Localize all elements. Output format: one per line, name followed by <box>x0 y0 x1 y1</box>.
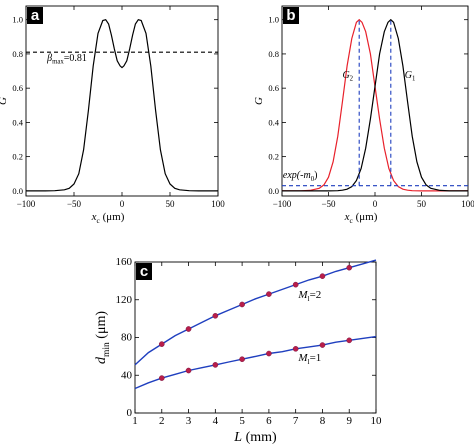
y-axis-label-group: dmin (μm) <box>94 311 112 364</box>
series-line-2 <box>134 335 377 390</box>
data-point <box>185 367 192 374</box>
y-tick-label: 40 <box>121 369 133 381</box>
y-tick-label: 80 <box>121 332 133 344</box>
annotation: exp(-m0) <box>283 170 318 183</box>
x-tick-label: 0 <box>120 199 125 209</box>
x-tick-label: 1 <box>132 415 138 427</box>
data-point <box>292 346 299 352</box>
series-line-1 <box>134 259 377 366</box>
annotation: Ml=2 <box>297 289 321 303</box>
annotation: Ml=1 <box>297 352 321 366</box>
annotation: G1 <box>405 70 416 83</box>
data-point <box>158 341 165 347</box>
x-tick-label: −50 <box>67 199 82 209</box>
x-tick-label: 100 <box>461 199 474 209</box>
x-tick-label: 2 <box>159 415 165 427</box>
data-point <box>212 362 219 368</box>
y-tick-label: 120 <box>116 294 133 306</box>
data-point <box>346 264 353 271</box>
x-axis-label: xc (μm) <box>91 211 125 225</box>
data-point <box>239 356 245 363</box>
panel-letter: c <box>140 263 148 280</box>
panel-letter: b <box>286 7 295 24</box>
panel-letter-box <box>136 263 152 280</box>
data-point <box>319 273 326 279</box>
data-point <box>158 375 165 381</box>
data-point <box>239 301 245 308</box>
x-tick-label: 8 <box>320 415 326 427</box>
panel-letter-box <box>283 7 299 24</box>
panel-c: 1 2 3 4 5 6 7 8 9 10 0 40 80 120 160 Ml=2 Ml=1 c L (mm) dmi… <box>94 256 382 445</box>
annotation: βmax=0.81 <box>46 53 87 66</box>
x-tick-label: 10 <box>371 415 383 427</box>
series-line-1 <box>26 19 218 192</box>
y-tick-label: 1.0 <box>12 15 23 25</box>
x-tick-label: 4 <box>213 415 219 427</box>
y-tick-label: 0.0 <box>12 186 23 196</box>
y-tick-label: 0.8 <box>268 49 279 59</box>
panel-a: −100 −50 0 50 100 0.0 0.2 0.4 0.6 0.8 1.0 βmax=0.81… <box>0 5 225 225</box>
y-tick-label: 0.2 <box>268 152 279 162</box>
x-axis-label: xc (μm) <box>344 211 378 225</box>
x-tick-label: 50 <box>417 199 427 209</box>
data-point <box>266 291 272 297</box>
x-tick-label: 7 <box>293 415 299 427</box>
plot-frame <box>25 5 219 197</box>
x-tick-label: 5 <box>239 415 245 427</box>
y-tick-label: 0.0 <box>268 186 279 196</box>
x-tick-label: −100 <box>17 199 36 209</box>
x-tick-label: 0 <box>373 199 378 209</box>
x-tick-label: 50 <box>166 199 176 209</box>
data-point <box>185 326 192 332</box>
data-point <box>212 312 219 319</box>
y-tick-label: 0.4 <box>268 117 279 127</box>
y-axis-label: G <box>253 97 265 105</box>
x-tick-label: 9 <box>346 415 352 427</box>
y-tick-label: 0.2 <box>12 152 23 162</box>
data-point <box>266 350 272 357</box>
y-tick-label: 1.0 <box>268 15 279 25</box>
x-tick-label: 3 <box>186 415 192 427</box>
x-tick-label: −100 <box>273 199 292 209</box>
y-tick-label: 0 <box>127 407 133 419</box>
plot-frame <box>281 5 469 197</box>
annotation: G2 <box>342 70 353 83</box>
y-axis-label: G <box>0 97 9 105</box>
data-point <box>346 337 353 344</box>
panel-b: −100 −50 0 50 100 0.0 0.2 0.4 0.6 0.8 1.0 G2 G1 exp(-… <box>253 5 474 225</box>
panel-letter-box <box>27 7 43 24</box>
series-line-1 <box>282 18 468 192</box>
y-tick-label: 0.6 <box>12 83 23 93</box>
data-point <box>292 281 299 288</box>
y-tick-label: 0.4 <box>12 117 23 127</box>
panel-letter: a <box>31 7 40 24</box>
data-point <box>319 342 326 348</box>
y-tick-label: 0.8 <box>12 49 23 59</box>
x-tick-label: 6 <box>266 415 272 427</box>
x-axis-label: L (mm) <box>233 430 277 445</box>
x-tick-label: 100 <box>211 199 225 209</box>
y-axis-label: dmin (μm) <box>94 311 112 364</box>
y-tick-label: 160 <box>116 256 133 268</box>
y-tick-label: 0.6 <box>268 83 279 93</box>
x-tick-label: −50 <box>321 199 336 209</box>
series-line-2 <box>282 18 468 192</box>
